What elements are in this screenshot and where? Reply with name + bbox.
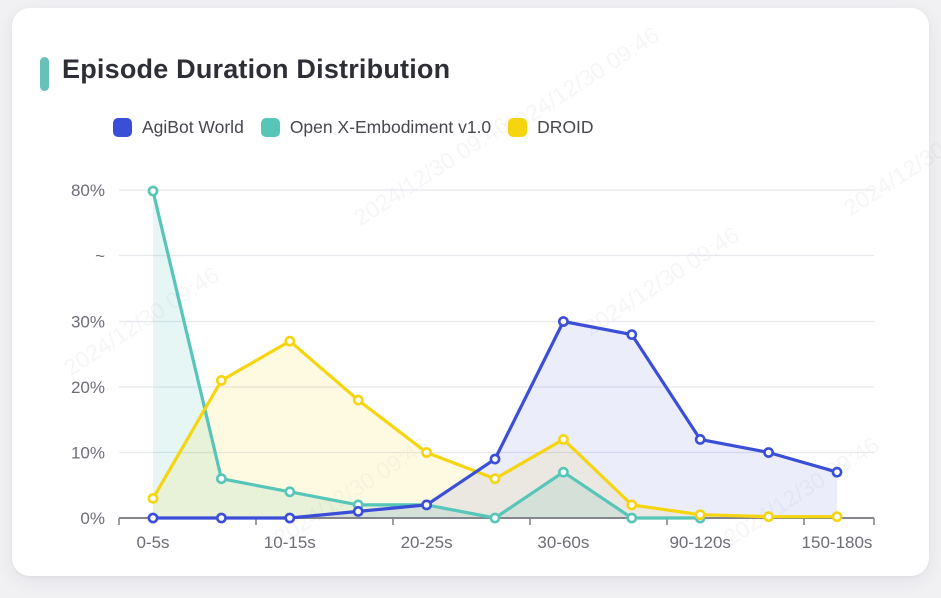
y-axis-label: 10% bbox=[71, 444, 105, 463]
data-point-droid[interactable] bbox=[147, 492, 159, 504]
legend-item-droid[interactable]: DROID bbox=[508, 116, 594, 138]
chart-card: 2024/12/30 09:46 2024/12/30 09:46 2024/12/… bbox=[12, 8, 941, 576]
data-point-agibot-world[interactable] bbox=[147, 512, 159, 524]
y-axis-label: ~ bbox=[95, 247, 105, 266]
y-axis-label: 30% bbox=[71, 313, 105, 332]
data-point-agibot-world[interactable] bbox=[284, 512, 296, 524]
title-accent-bar bbox=[40, 57, 49, 91]
x-axis-label: 20-25s bbox=[401, 533, 453, 552]
area-droid bbox=[153, 341, 837, 518]
data-point-agibot-world[interactable] bbox=[215, 512, 227, 524]
data-point-agibot-world[interactable] bbox=[763, 447, 774, 458]
data-point-agibot-world[interactable] bbox=[626, 329, 638, 340]
x-axis-label: 90-120s bbox=[669, 533, 730, 552]
data-point-droid[interactable] bbox=[831, 511, 843, 523]
legend-label: DROID bbox=[537, 116, 594, 137]
x-axis-label: 30-60s bbox=[537, 533, 589, 552]
data-point-agibot-world[interactable] bbox=[352, 506, 364, 517]
data-point-open-x-embodiment-v1-0[interactable] bbox=[284, 486, 296, 498]
legend-item-agibot-world[interactable]: AgiBot World bbox=[113, 117, 244, 138]
data-point-open-x-embodiment-v1-0[interactable] bbox=[558, 466, 569, 478]
data-point-droid[interactable] bbox=[694, 509, 706, 521]
y-axis-label: 20% bbox=[71, 378, 105, 397]
data-point-droid[interactable] bbox=[352, 394, 364, 406]
legend-item-open-x-embodiment-v1-0[interactable]: Open X-Embodiment v1.0 bbox=[260, 116, 492, 138]
data-point-droid[interactable] bbox=[284, 335, 296, 347]
x-axis-label: 10-15s bbox=[264, 533, 316, 552]
legend-swatch bbox=[260, 117, 280, 137]
data-point-open-x-embodiment-v1-0[interactable] bbox=[626, 512, 638, 524]
data-point-agibot-world[interactable] bbox=[558, 316, 569, 327]
legend-label: Open X-Embodiment v1.0 bbox=[289, 116, 492, 137]
area-open-x-embodiment-v1-0 bbox=[153, 191, 701, 518]
data-point-droid[interactable] bbox=[626, 499, 638, 511]
legend-swatch bbox=[508, 117, 528, 137]
data-point-open-x-embodiment-v1-0[interactable] bbox=[147, 185, 159, 197]
data-point-droid[interactable] bbox=[421, 447, 432, 458]
data-point-agibot-world[interactable] bbox=[421, 499, 432, 511]
area-agibot-world bbox=[153, 321, 837, 518]
x-axis-label: 150-180s bbox=[802, 533, 873, 552]
data-point-droid[interactable] bbox=[215, 375, 227, 386]
data-point-droid[interactable] bbox=[763, 511, 774, 523]
data-point-droid[interactable] bbox=[558, 433, 569, 445]
page-title: Episode Duration Distribution bbox=[62, 54, 451, 84]
x-axis-label: 0-5s bbox=[136, 533, 169, 552]
data-point-open-x-embodiment-v1-0[interactable] bbox=[489, 512, 501, 524]
legend-label: AgiBot World bbox=[142, 116, 244, 137]
data-point-agibot-world[interactable] bbox=[694, 433, 706, 445]
duration-distribution-chart: 0% 10% 20% 30% ~80% 0-5s 10-15s 20-25s 30-60s 90-… bbox=[71, 181, 875, 552]
y-axis-label: 80% bbox=[71, 181, 105, 200]
y-axis-label: 0% bbox=[80, 509, 105, 528]
data-point-agibot-world[interactable] bbox=[489, 453, 501, 465]
chart-legend: AgiBot World Open X-Embodiment v1.0 DROID bbox=[113, 114, 594, 140]
data-point-droid[interactable] bbox=[489, 473, 501, 485]
data-point-open-x-embodiment-v1-0[interactable] bbox=[215, 473, 227, 485]
data-point-agibot-world[interactable] bbox=[831, 466, 843, 478]
legend-swatch bbox=[113, 117, 132, 137]
